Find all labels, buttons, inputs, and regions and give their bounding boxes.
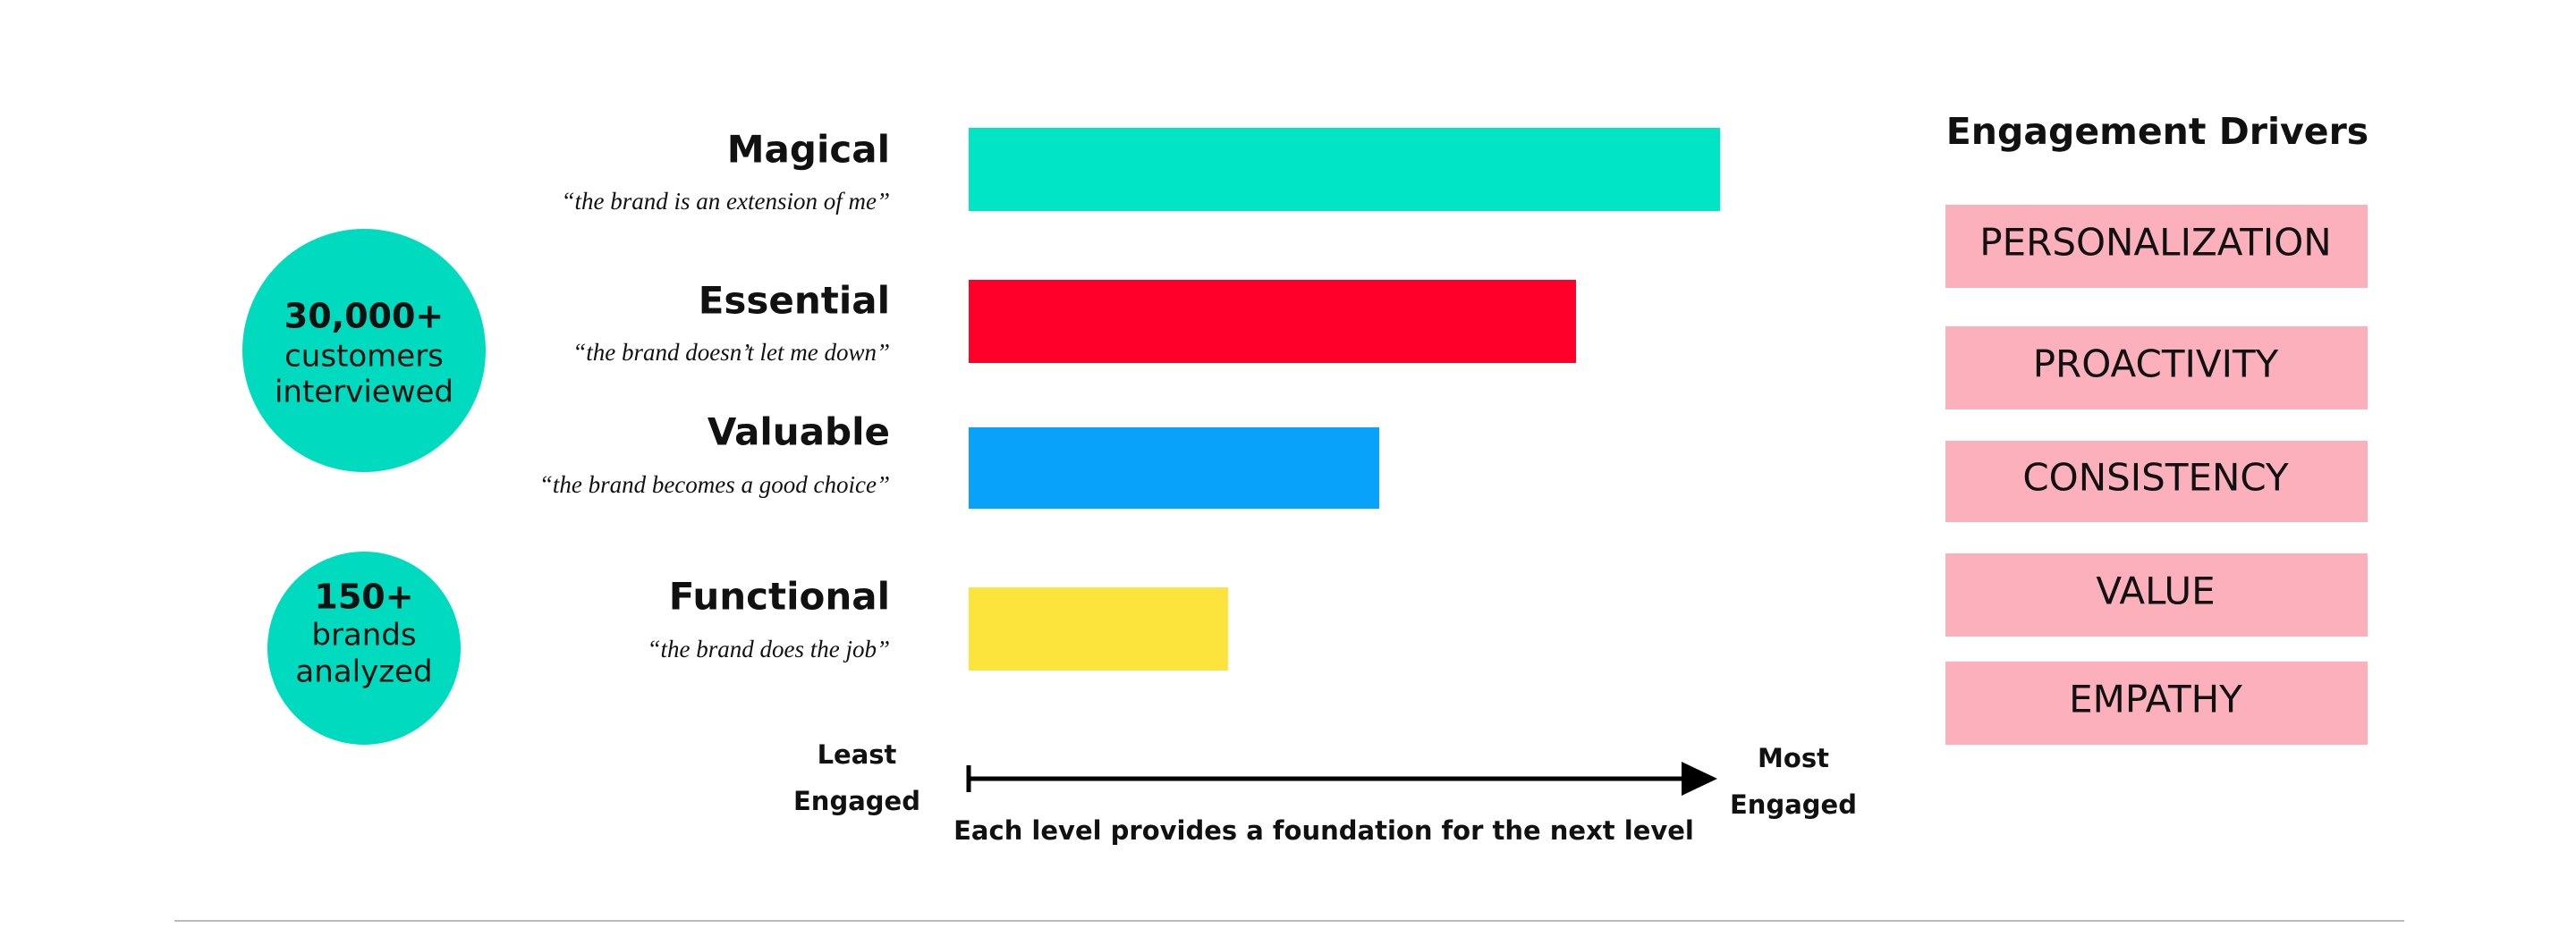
axis-start: Engaged [793,786,920,816]
driver-label: VALUE [2096,569,2215,613]
stat-value: 30,000+ [284,297,444,336]
level-label: Valuable [708,410,890,454]
stat-circle [242,229,486,472]
drivers-title: Engagement Drivers [1946,110,2368,153]
stat-value: 150+ [314,578,413,617]
level-label: Magical [727,128,890,172]
stat-label: analyzed [295,654,432,690]
axis-start: Least [818,739,897,770]
driver-box [1945,553,2368,637]
driver-box [1945,441,2368,522]
stat-label: interviewed [275,375,453,410]
level-quote: “the brand is an extension of me” [562,188,890,215]
level-quote: “the brand becomes a good choice” [539,471,890,498]
level-label: Essential [699,279,890,323]
stat-label: brands [311,618,416,654]
level-label: Functional [669,575,890,619]
stat-circle [267,552,461,745]
stat-label: customers [284,339,444,375]
level-bar [969,427,1379,509]
arrow-head [1682,762,1717,796]
driver-box [1945,205,2368,288]
axis-end: Most [1758,743,1829,773]
axis-end: Engaged [1730,789,1857,820]
level-quote: “the brand doesn’t let me down” [572,339,890,366]
driver-box [1945,662,2368,745]
driver-box [1945,326,2368,409]
level-bar [969,280,1576,363]
driver-label: EMPATHY [2069,678,2242,721]
axis-caption: Each level provides a foundation for the… [953,815,1694,846]
level-quote: “the brand does the job” [647,636,890,662]
level-bar [969,128,1720,211]
driver-label: PROACTIVITY [2033,342,2279,386]
driver-label: PERSONALIZATION [1979,221,2331,265]
driver-label: CONSISTENCY [2022,456,2289,500]
level-bar [969,587,1228,671]
